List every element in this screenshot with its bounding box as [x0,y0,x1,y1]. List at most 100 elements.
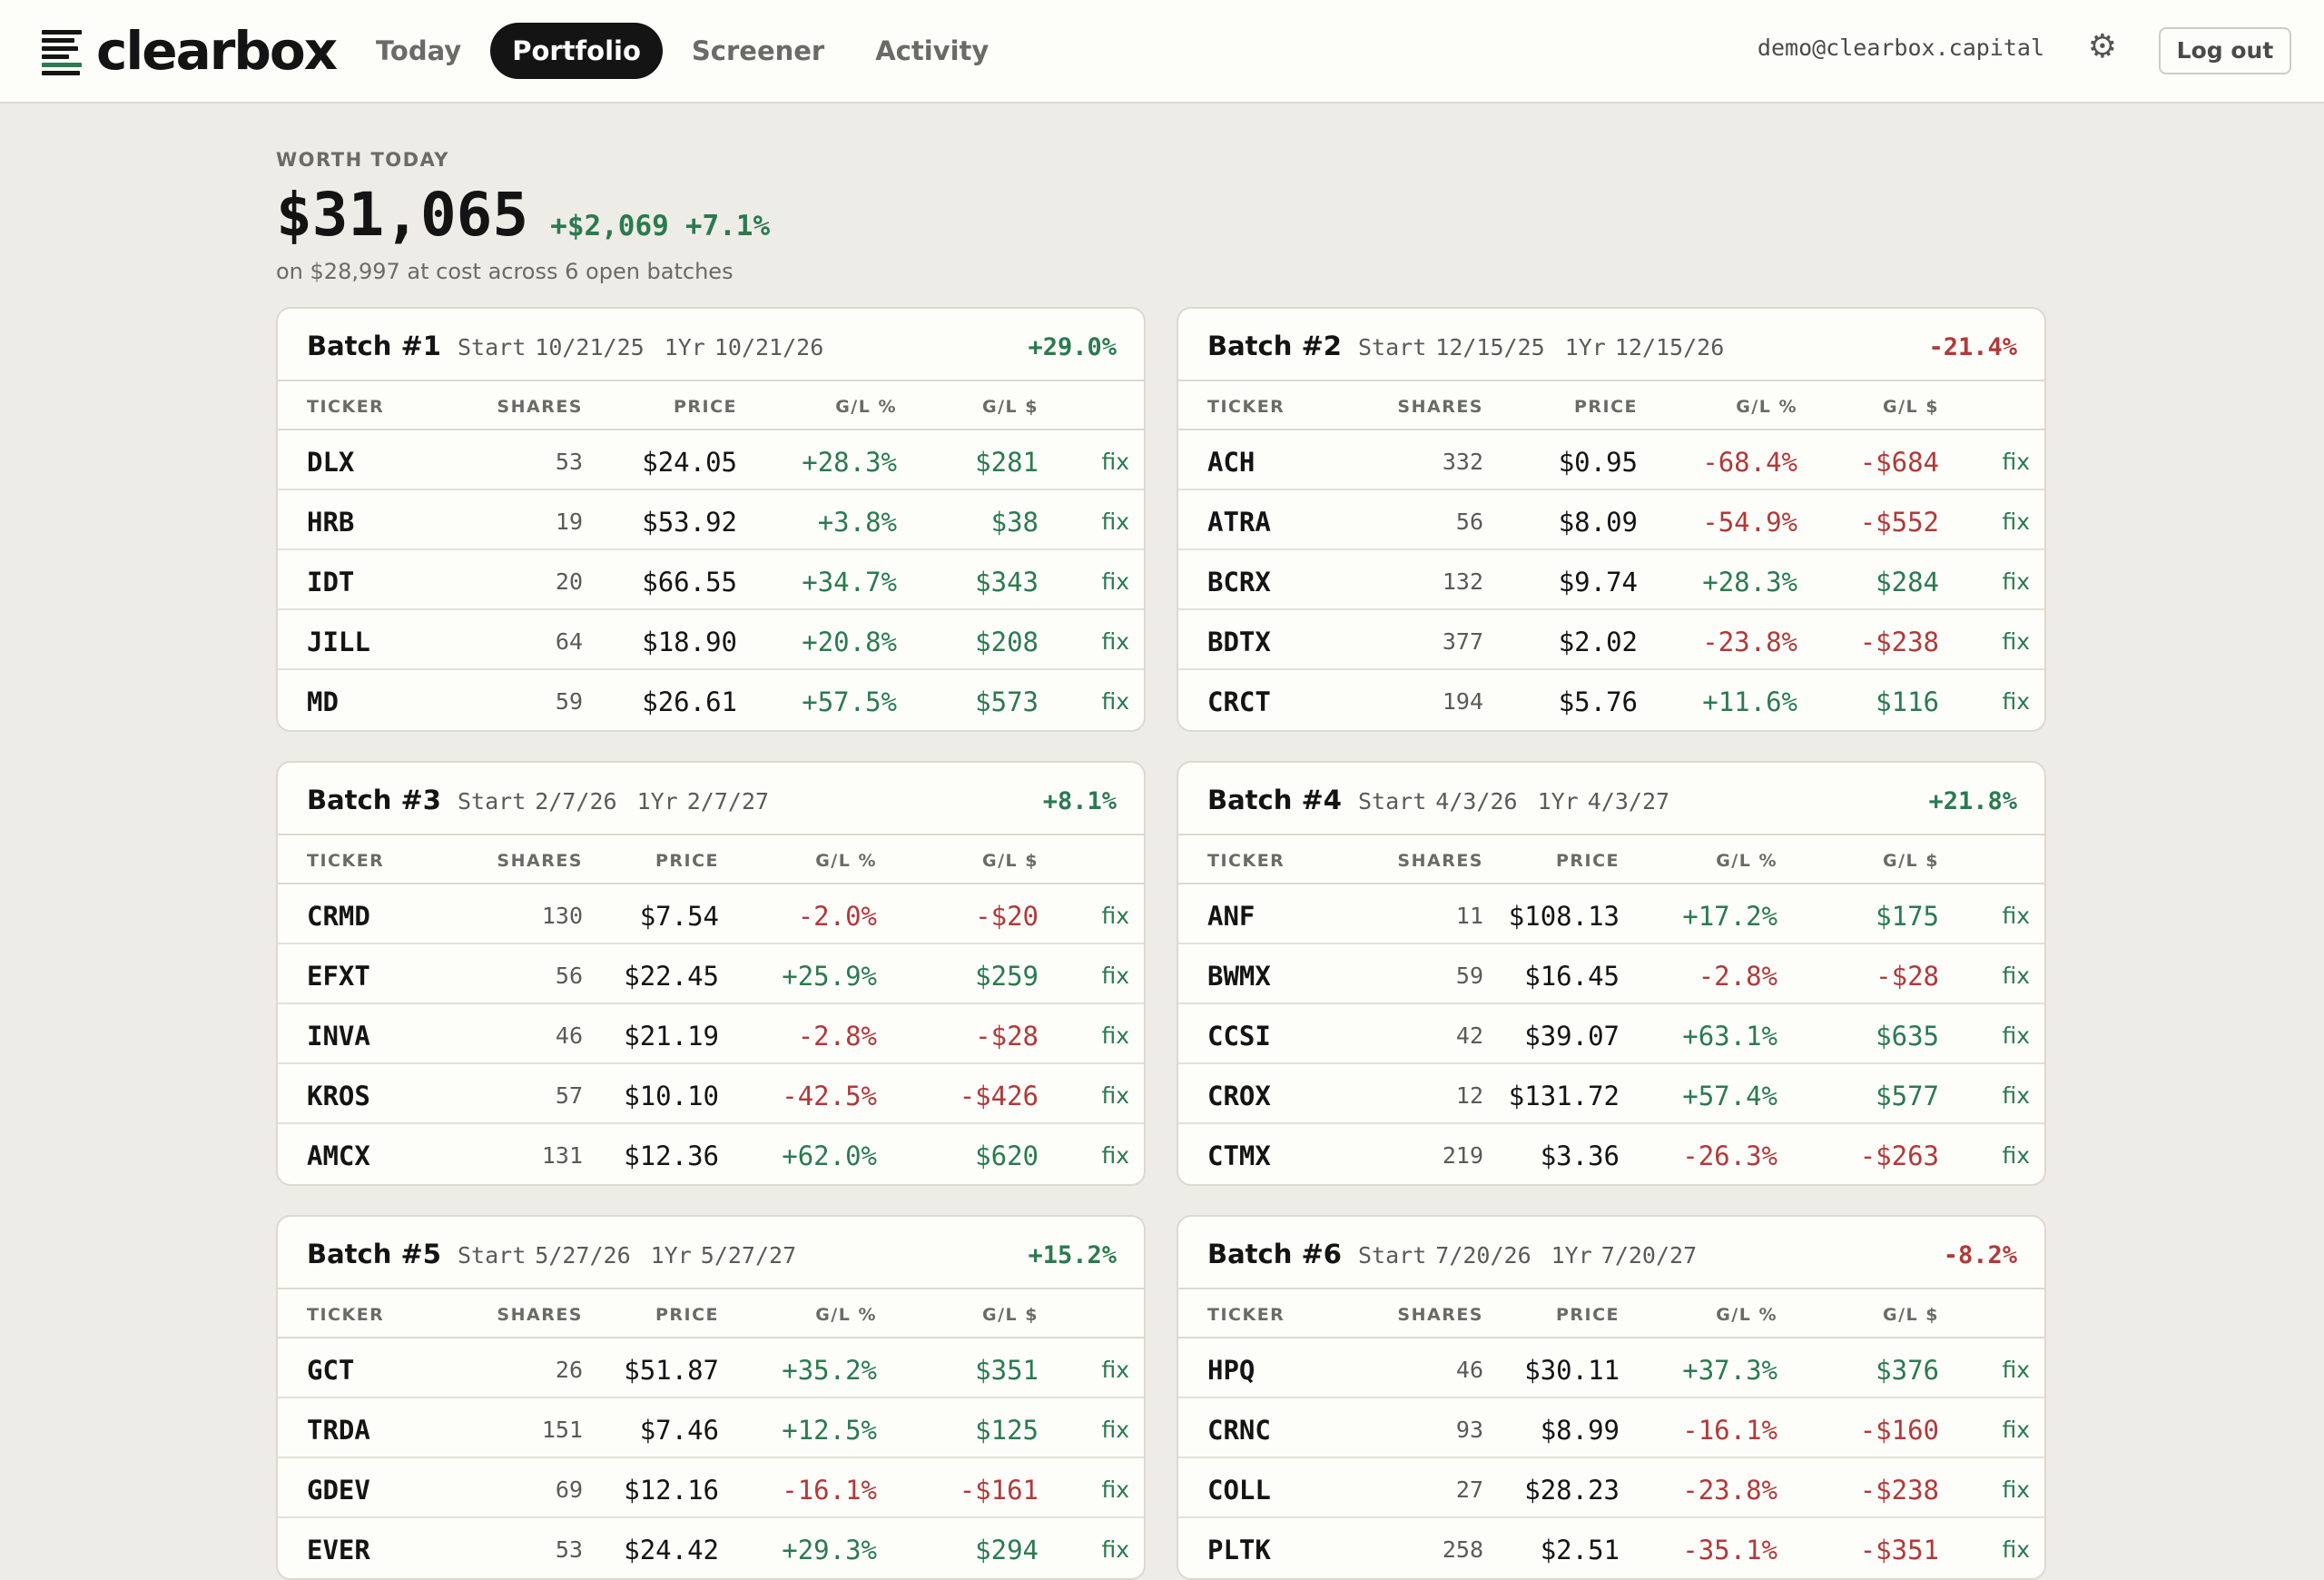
logout-button[interactable]: Log out [2159,27,2291,74]
table-row[interactable]: IDT 20 $66.55 +34.7% $343 fix [278,550,1144,610]
table-row[interactable]: ATRA 56 $8.09 -54.9% -$552 fix [1178,490,2044,550]
col-gl-pct-header[interactable]: G/L % [1716,851,1777,871]
table-row[interactable]: BCRX 132 $9.74 +28.3% $284 fix [1178,550,2044,610]
table-row[interactable]: ANF 11 $108.13 +17.2% $175 fix [1178,884,2044,944]
col-shares-header[interactable]: SHARES [1397,397,1483,417]
table-row[interactable]: JILL 64 $18.90 +20.8% $208 fix [278,610,1144,670]
col-ticker-header[interactable]: TICKER [1207,397,1285,417]
fix-button[interactable]: fix [1101,1417,1129,1443]
fix-button[interactable]: fix [1101,1022,1129,1049]
fix-button[interactable]: fix [1101,568,1129,595]
table-row[interactable]: DLX 53 $24.05 +28.3% $281 fix [278,430,1144,490]
col-ticker-header[interactable]: TICKER [1207,851,1285,871]
col-gl-pct-header[interactable]: G/L % [1716,1305,1777,1325]
col-ticker-header[interactable]: TICKER [307,397,385,417]
table-row[interactable]: COLL 27 $28.23 -23.8% -$238 fix [1178,1458,2044,1518]
table-row[interactable]: MD 59 $26.61 +57.5% $573 fix [278,670,1144,730]
logo[interactable]: clearbox [42,20,338,82]
fix-button[interactable]: fix [2002,688,2030,715]
col-price-header[interactable]: PRICE [655,1305,719,1325]
fix-button[interactable]: fix [1101,1142,1129,1169]
fix-button[interactable]: fix [1101,509,1129,535]
fix-button[interactable]: fix [1101,1082,1129,1109]
table-row[interactable]: GDEV 69 $12.16 -16.1% -$161 fix [278,1458,1144,1518]
fix-button[interactable]: fix [2002,1142,2030,1169]
fix-button[interactable]: fix [2002,1476,2030,1503]
fix-button[interactable]: fix [2002,1357,2030,1383]
col-ticker-header[interactable]: TICKER [307,1305,385,1325]
ticker[interactable]: GDEV [307,1475,370,1506]
fix-button[interactable]: fix [1101,963,1129,989]
col-gl-pct-header[interactable]: G/L % [835,397,897,417]
col-shares-header[interactable]: SHARES [497,397,583,417]
fix-button[interactable]: fix [2002,568,2030,595]
table-row[interactable]: PLTK 258 $2.51 -35.1% -$351 fix [1178,1518,2044,1578]
col-gl-pct-header[interactable]: G/L % [1736,397,1797,417]
table-row[interactable]: AMCX 131 $12.36 +62.0% $620 fix [278,1124,1144,1184]
ticker[interactable]: BCRX [1207,567,1271,597]
fix-button[interactable]: fix [2002,1417,2030,1443]
ticker[interactable]: HPQ [1207,1355,1256,1386]
ticker[interactable]: EVER [307,1535,370,1565]
ticker[interactable]: BDTX [1207,627,1271,657]
col-gl-usd-header[interactable]: G/L $ [1883,1305,1939,1325]
ticker[interactable]: ANF [1207,901,1256,932]
fix-button[interactable]: fix [1101,449,1129,475]
col-price-header[interactable]: PRICE [673,397,737,417]
fix-button[interactable]: fix [1101,1357,1129,1383]
col-price-header[interactable]: PRICE [1555,1305,1620,1325]
ticker[interactable]: BWMX [1207,961,1271,992]
fix-button[interactable]: fix [2002,1536,2030,1563]
ticker[interactable]: IDT [307,567,355,597]
nav-activity[interactable]: Activity [875,35,990,66]
col-gl-pct-header[interactable]: G/L % [815,1305,877,1325]
ticker[interactable]: ACH [1207,447,1256,478]
ticker[interactable]: CTMX [1207,1141,1271,1171]
ticker[interactable]: EFXT [307,961,370,992]
col-shares-header[interactable]: SHARES [497,851,583,871]
table-row[interactable]: INVA 46 $21.19 -2.8% -$28 fix [278,1004,1144,1064]
table-row[interactable]: HPQ 46 $30.11 +37.3% $376 fix [1178,1338,2044,1398]
col-gl-usd-header[interactable]: G/L $ [982,397,1039,417]
table-row[interactable]: CRCT 194 $5.76 +11.6% $116 fix [1178,670,2044,730]
col-ticker-header[interactable]: TICKER [1207,1305,1285,1325]
ticker[interactable]: COLL [1207,1475,1271,1506]
col-shares-header[interactable]: SHARES [1397,851,1483,871]
fix-button[interactable]: fix [2002,449,2030,475]
table-row[interactable]: CTMX 219 $3.36 -26.3% -$263 fix [1178,1124,2044,1184]
col-gl-usd-header[interactable]: G/L $ [982,1305,1039,1325]
ticker[interactable]: CCSI [1207,1021,1271,1052]
fix-button[interactable]: fix [2002,1022,2030,1049]
fix-button[interactable]: fix [2002,963,2030,989]
table-row[interactable]: CROX 12 $131.72 +57.4% $577 fix [1178,1064,2044,1124]
ticker[interactable]: KROS [307,1081,370,1111]
table-row[interactable]: ACH 332 $0.95 -68.4% -$684 fix [1178,430,2044,490]
table-row[interactable]: TRDA 151 $7.46 +12.5% $125 fix [278,1398,1144,1458]
nav-portfolio[interactable]: Portfolio [490,23,663,79]
col-price-header[interactable]: PRICE [1555,851,1620,871]
fix-button[interactable]: fix [1101,628,1129,655]
ticker[interactable]: AMCX [307,1141,370,1171]
table-row[interactable]: CRMD 130 $7.54 -2.0% -$20 fix [278,884,1144,944]
ticker[interactable]: GCT [307,1355,355,1386]
ticker[interactable]: CRMD [307,901,370,932]
col-shares-header[interactable]: SHARES [1397,1305,1483,1325]
gear-icon[interactable]: ⚙ [2087,28,2117,65]
ticker[interactable]: CROX [1207,1081,1271,1111]
ticker[interactable]: HRB [307,507,355,538]
fix-button[interactable]: fix [1101,1476,1129,1503]
fix-button[interactable]: fix [1101,903,1129,929]
ticker[interactable]: DLX [307,447,355,478]
table-row[interactable]: GCT 26 $51.87 +35.2% $351 fix [278,1338,1144,1398]
table-row[interactable]: CCSI 42 $39.07 +63.1% $635 fix [1178,1004,2044,1064]
table-row[interactable]: BDTX 377 $2.02 -23.8% -$238 fix [1178,610,2044,670]
table-row[interactable]: KROS 57 $10.10 -42.5% -$426 fix [278,1064,1144,1124]
table-row[interactable]: EVER 53 $24.42 +29.3% $294 fix [278,1518,1144,1578]
fix-button[interactable]: fix [1101,1536,1129,1563]
ticker[interactable]: CRCT [1207,686,1271,717]
col-price-header[interactable]: PRICE [1573,397,1638,417]
col-gl-usd-header[interactable]: G/L $ [982,851,1039,871]
col-gl-pct-header[interactable]: G/L % [815,851,877,871]
table-row[interactable]: BWMX 59 $16.45 -2.8% -$28 fix [1178,944,2044,1004]
col-gl-usd-header[interactable]: G/L $ [1883,851,1939,871]
